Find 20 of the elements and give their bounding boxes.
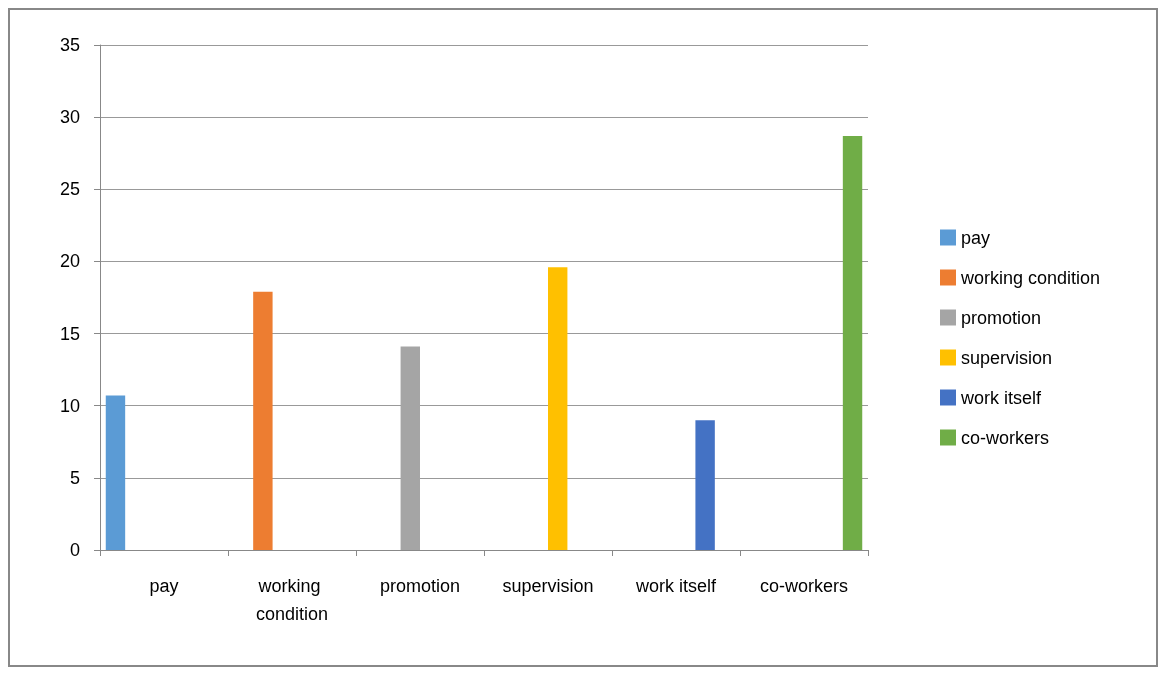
y-tick-label: 0 [69,540,80,560]
x-tick-label: co-workers [759,576,849,596]
legend-label: working condition [960,267,1101,288]
y-tick-label: 25 [59,179,80,200]
x-tick-label: work itself [634,576,718,596]
x-tick-label: promotion [379,576,461,596]
legend-label: work itself [960,387,1043,408]
legend-label: supervision [961,347,1053,368]
legend-label: promotion [961,307,1042,328]
legend-label: pay [961,227,991,248]
y-tick-label: 35 [59,35,80,55]
legend-label: co-workers [961,427,1050,448]
y-tick-label: 5 [69,467,80,488]
y-tick-label: 10 [59,395,80,416]
y-tick-label: 30 [59,107,80,128]
y-tick-label: 20 [59,251,80,272]
y-tick-label: 15 [59,323,80,344]
x-tick-label: pay [149,576,179,596]
x-tick-label: working condition [255,576,329,624]
x-tick-label: supervision [502,576,594,596]
